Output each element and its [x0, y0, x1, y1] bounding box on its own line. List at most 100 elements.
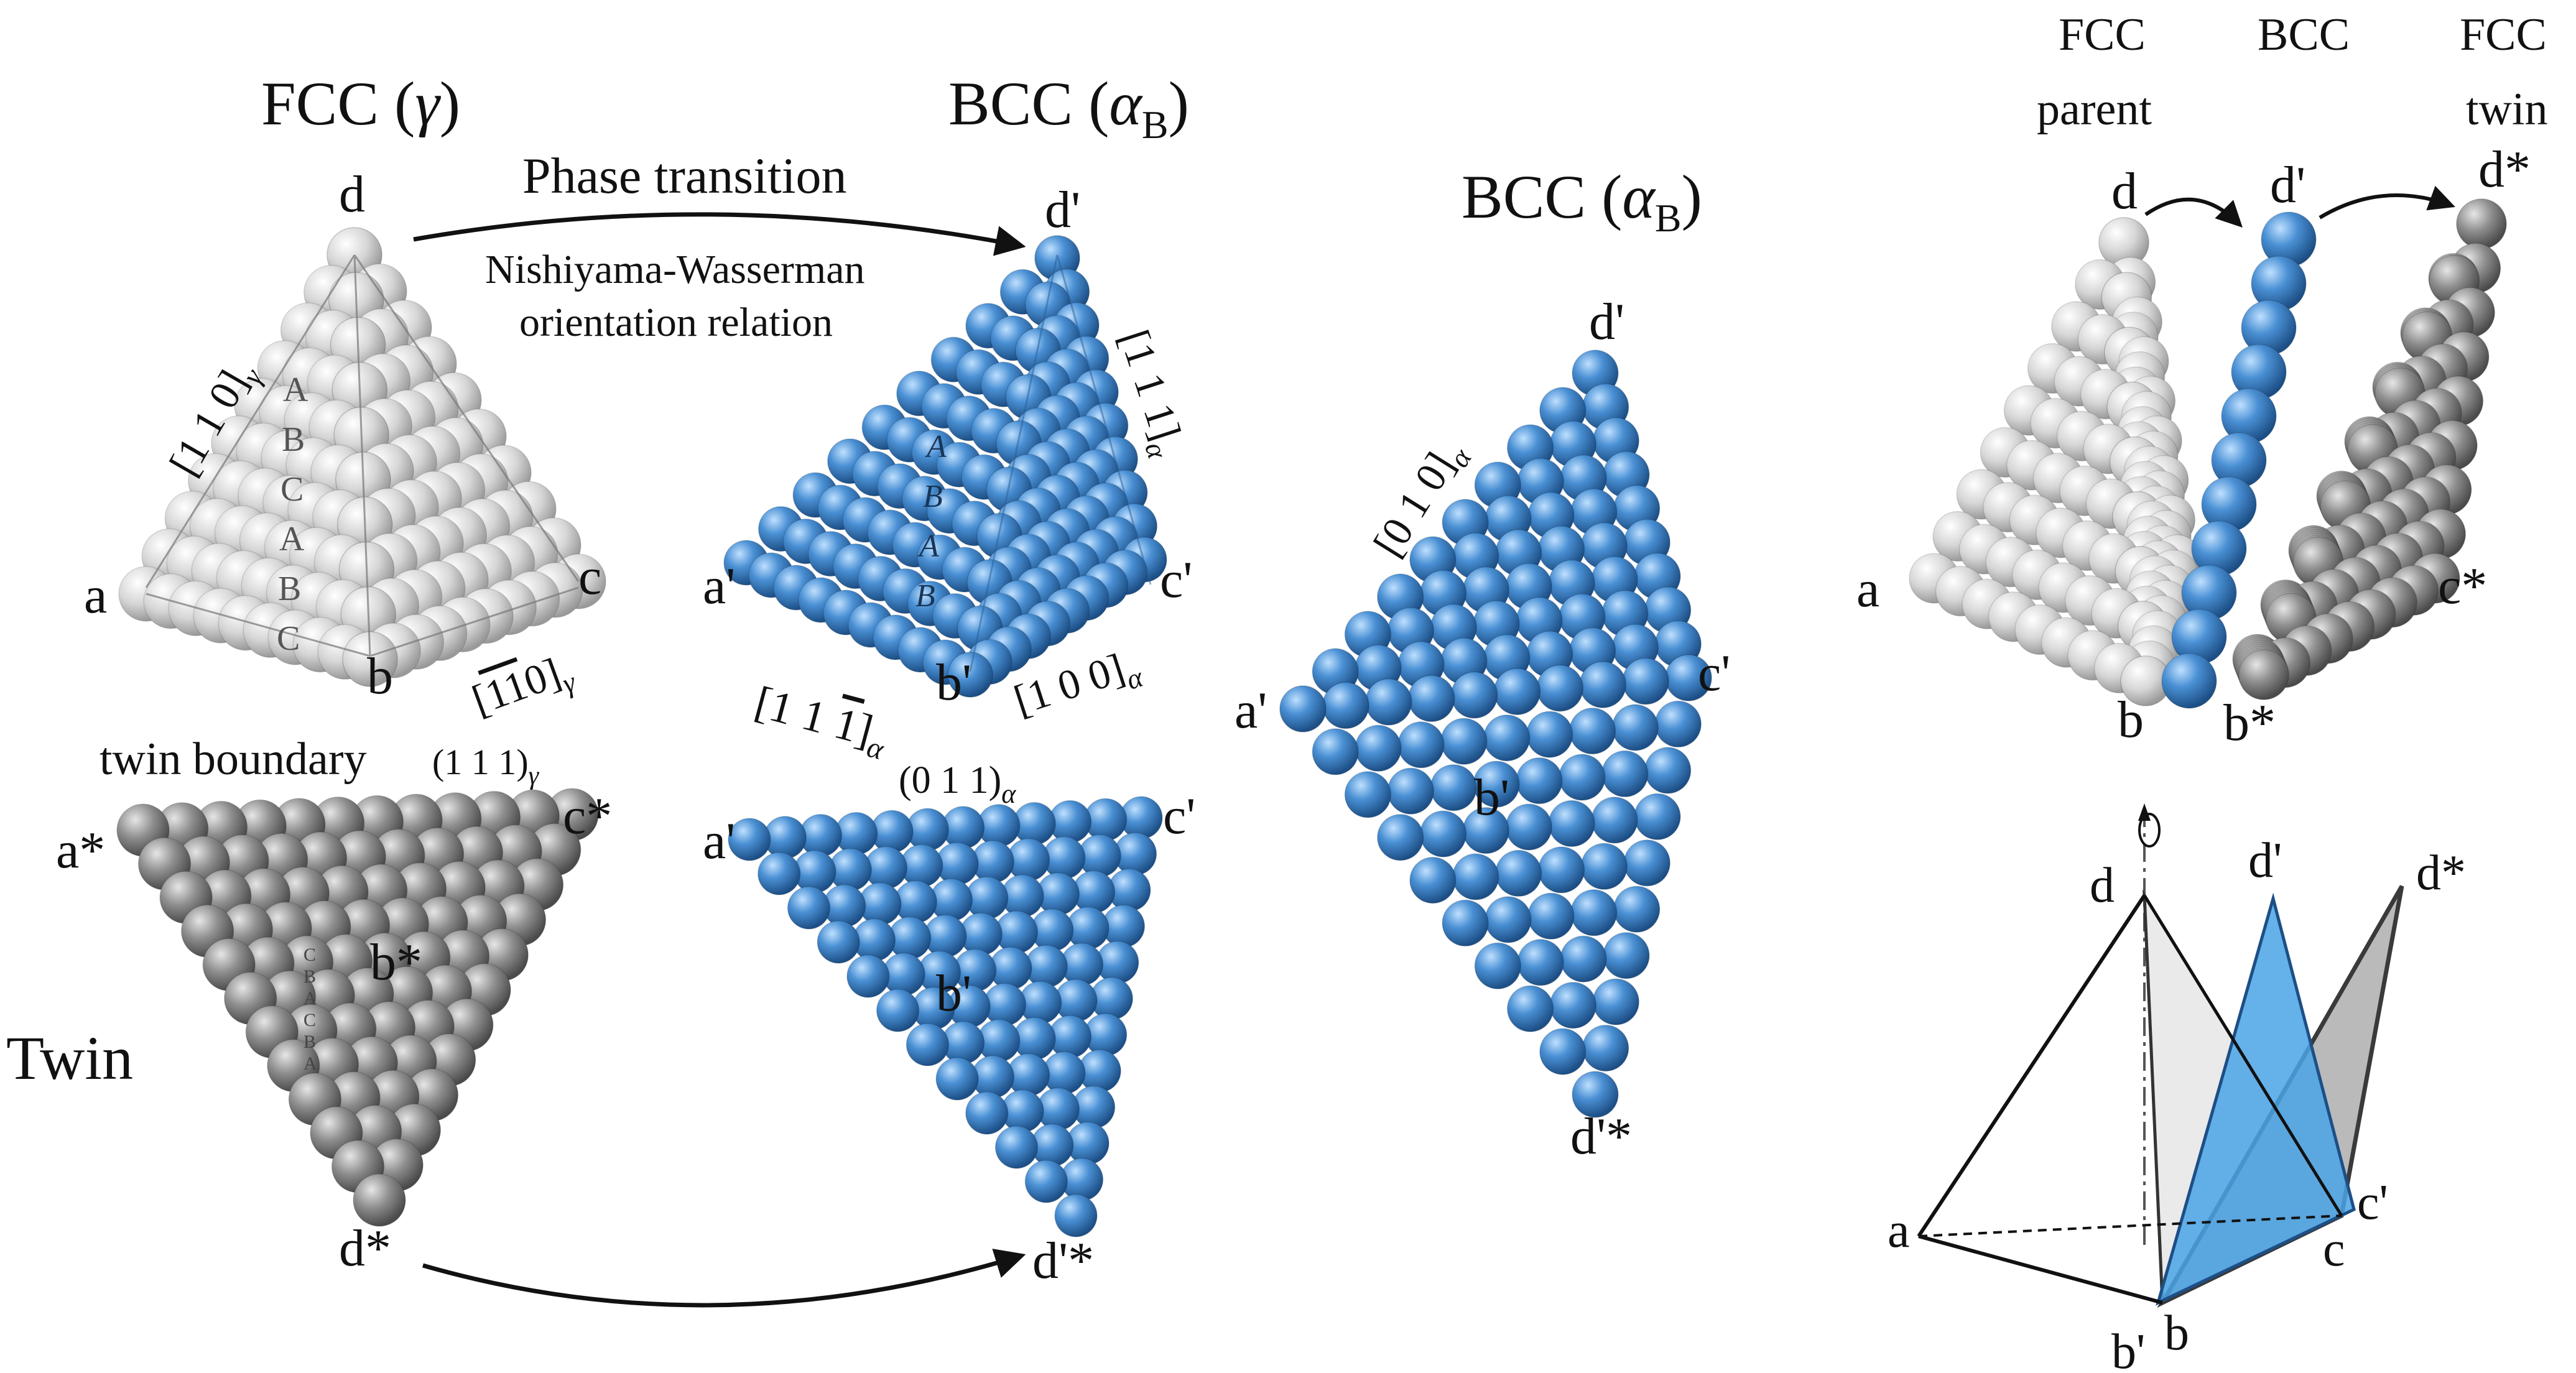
- bcc-middle-title: BCC (αB): [1462, 162, 1702, 240]
- bcc-mid-sphere: [1582, 1024, 1629, 1072]
- bcc-mid-sphere: [1580, 843, 1628, 890]
- phase-transition-arrow: [413, 212, 1026, 256]
- right-bcc-stack: [2161, 211, 2317, 709]
- twin-stacking-letter: B: [303, 1032, 316, 1052]
- bcc-mid-vertex-d-star: d'*: [1570, 1107, 1632, 1165]
- bcc-mid-sphere: [1568, 707, 1616, 755]
- rotation-axis-arrow: [2138, 803, 2151, 821]
- bcc-mid-vertex-a: a': [1235, 682, 1267, 739]
- right-arrow-fcc-to-bcc: [2144, 197, 2243, 228]
- bcc-mid-sphere: [1452, 853, 1499, 900]
- bcc-mid-sphere: [1527, 892, 1575, 940]
- bcc-mid-sphere: [1526, 711, 1573, 758]
- bcc-middle-view: [1279, 349, 1712, 1118]
- bcc-mid-sphere: [1494, 849, 1542, 897]
- bcc-mid-sphere: [1579, 661, 1626, 708]
- bcc-mid-sphere: [1517, 939, 1564, 986]
- bcc-mid-sphere: [1572, 1071, 1619, 1118]
- bcc-inv-sphere: [1024, 1160, 1068, 1203]
- twin-inverted-pyramid: [116, 788, 599, 1227]
- right-label-d-star: d*: [2478, 141, 2531, 198]
- schem-label-d-star: d*: [2416, 846, 2466, 900]
- bcc-mid-sphere: [1611, 704, 1659, 751]
- bcc-mid-sphere: [1442, 899, 1489, 947]
- twin-stacking-letter: C: [303, 1010, 316, 1030]
- bcc-vertex-a: a': [703, 557, 735, 615]
- bcc-mid-sphere: [1560, 935, 1607, 982]
- schem-label-c: c: [2323, 1222, 2345, 1277]
- bcc-inv-sphere: [757, 852, 801, 895]
- bcc-vertex-d: d': [1045, 181, 1080, 239]
- right-label-d-prime: d': [2270, 156, 2305, 214]
- fcc-stacking-letter: B: [282, 420, 305, 459]
- bcc-mid-sphere: [1536, 664, 1584, 712]
- bcc-mid-sphere: [1559, 754, 1606, 801]
- fcc-vertex-b: b: [367, 647, 393, 705]
- bcc-mid-sphere: [1493, 668, 1541, 715]
- right-label-b: b: [2118, 691, 2144, 749]
- bcc-mid-sphere: [1548, 800, 1595, 848]
- right-twin-sphere: [2238, 649, 2289, 700]
- bcc-inv-vertex-d: d'*: [1032, 1232, 1094, 1290]
- rotation-symbol: [2138, 813, 2161, 848]
- fcc-vertex-a: a: [84, 566, 107, 624]
- bcc-mid-sphere: [1622, 657, 1669, 705]
- bcc-inv-sphere: [876, 989, 920, 1032]
- bcc-mid-sphere: [1440, 718, 1488, 765]
- schem-label-d: d: [2090, 858, 2115, 913]
- bcc-mid-sphere: [1419, 810, 1467, 858]
- twin-boundary-label: twin boundary: [100, 734, 367, 785]
- bcc-mid-sphere: [1322, 682, 1369, 729]
- bcc-mid-vertex-c: c': [1698, 644, 1730, 702]
- bcc-mid-vertex-d: d': [1589, 293, 1624, 351]
- bcc-inv-sphere: [965, 1091, 1009, 1135]
- bcc-pyramid: [723, 235, 1167, 698]
- right-label-b-star: b*: [2223, 694, 2276, 752]
- header-fcc-parent-2: parent: [2037, 84, 2152, 135]
- bcc-stacking-letter: A: [917, 529, 939, 564]
- bcc-mid-sphere: [1549, 981, 1597, 1029]
- bcc-11m1-direction: [1 1 1]α: [748, 677, 894, 766]
- header-fcc-parent-1: FCC: [2059, 9, 2146, 60]
- header-bcc: BCC: [2258, 9, 2350, 60]
- bcc-sphere: [947, 652, 993, 698]
- twin-stacking-letter: A: [303, 988, 317, 1009]
- bcc-mid-sphere: [1409, 856, 1457, 904]
- tetrahedron-schematic: [1917, 803, 2404, 1308]
- nw-relation-line2: orientation relation: [519, 300, 833, 345]
- twin-stacking-letter: C: [303, 945, 316, 965]
- bcc-mid-sphere: [1644, 747, 1692, 794]
- bcc-mid-sphere: [1601, 750, 1649, 798]
- right-bcc-sphere: [2161, 653, 2217, 709]
- header-fcc-twin-1: FCC: [2460, 9, 2547, 60]
- header-fcc-twin-2: twin: [2466, 84, 2548, 135]
- twin-stacking-letter: A: [303, 1053, 317, 1074]
- right-label-d: d: [2111, 162, 2138, 220]
- bcc-mid-sphere: [1279, 685, 1327, 733]
- schem-label-c-prime: c': [2357, 1175, 2388, 1230]
- bcc-inv-sphere: [1054, 1194, 1098, 1237]
- bcc-inverted-pyramid: [728, 796, 1163, 1237]
- bcc-inv-vertex-b: b': [936, 964, 971, 1022]
- bcc-mid-sphere: [1654, 700, 1702, 748]
- right-label-a: a: [1856, 560, 1879, 618]
- twin-stacking-letter: B: [303, 966, 316, 987]
- bcc-stacking-letter: A: [925, 429, 947, 465]
- right-twin-stack: [2232, 198, 2507, 700]
- right-fcc-parent-stack: [1909, 217, 2202, 706]
- bcc-mid-sphere: [1376, 813, 1424, 861]
- bcc-011-plane: (0 1 1)α: [899, 759, 1016, 809]
- bcc-inv-vertex-a: a': [703, 812, 735, 870]
- bcc-mid-sphere: [1407, 675, 1455, 723]
- twin-boundary-plane: (1 1 1)γ: [432, 742, 540, 790]
- bcc-mid-sphere: [1450, 672, 1498, 719]
- bcc-mid-sphere: [1355, 724, 1402, 772]
- schem-label-d-prime: d': [2248, 833, 2282, 888]
- twin-vertex-b: b*: [370, 933, 422, 991]
- bcc-mid-sphere: [1483, 714, 1531, 762]
- bcc-mid-sphere: [1537, 846, 1585, 894]
- bcc-mid-sphere: [1397, 721, 1445, 769]
- bcc-mid-sphere: [1312, 728, 1359, 775]
- bcc-mid-sphere: [1592, 978, 1640, 1025]
